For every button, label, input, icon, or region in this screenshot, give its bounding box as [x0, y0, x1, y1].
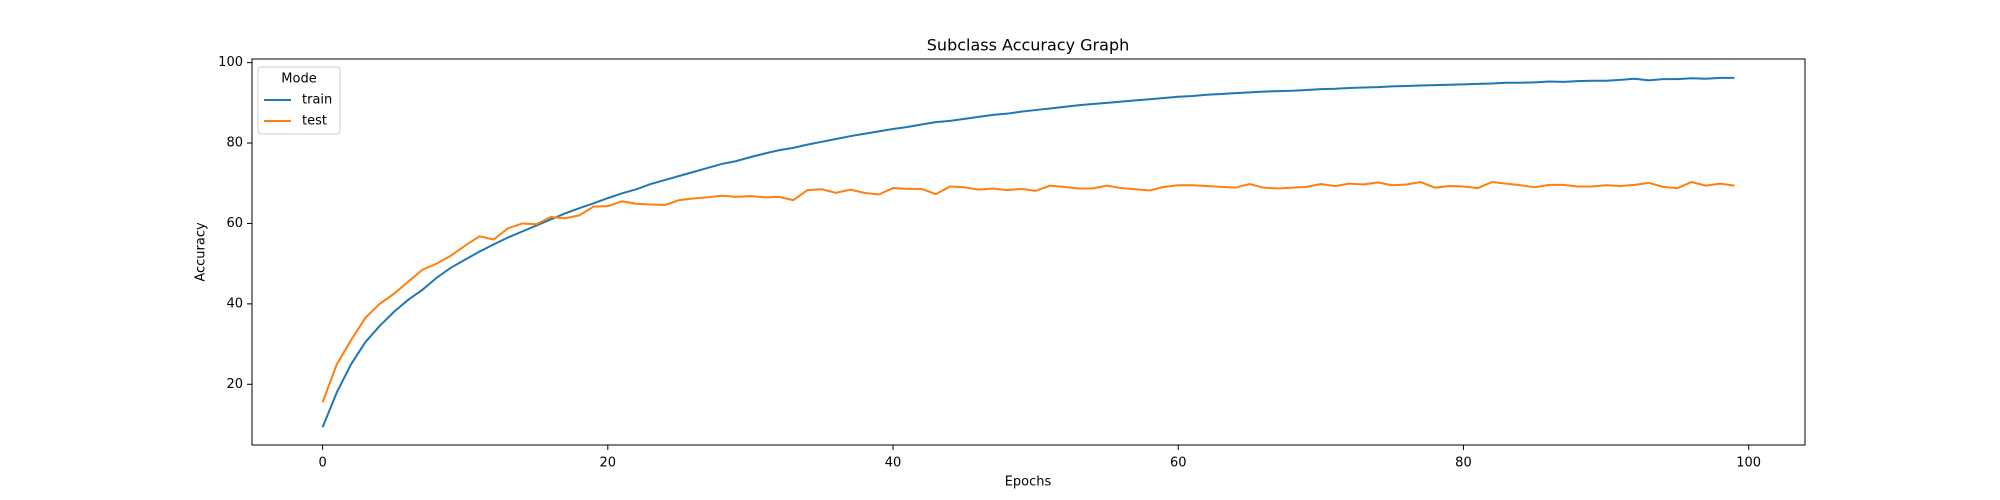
x-axis-label: Epochs — [1005, 475, 1052, 490]
legend-title: Mode — [281, 72, 316, 87]
x-tick-label: 60 — [1170, 456, 1187, 471]
y-tick-label: 20 — [226, 377, 243, 392]
y-tick-label: 60 — [226, 216, 243, 231]
legend-label: test — [302, 114, 327, 129]
y-tick-label: 80 — [226, 136, 243, 151]
x-tick-label: 100 — [1736, 456, 1761, 471]
x-tick-label: 80 — [1455, 456, 1472, 471]
series-line — [321, 180, 1735, 403]
legend-label: train — [302, 93, 332, 108]
x-tick-label: 20 — [600, 456, 617, 471]
legend-box — [257, 66, 341, 135]
x-tick-label: 0 — [318, 456, 326, 471]
series-line — [321, 76, 1735, 428]
plot-frame — [251, 58, 1806, 446]
y-tick-label: 100 — [218, 55, 243, 70]
x-tick-label: 40 — [885, 456, 902, 471]
y-tick-label: 40 — [226, 296, 243, 311]
y-axis-label: Accuracy — [194, 222, 209, 282]
chart-title: Subclass Accuracy Graph — [927, 36, 1129, 55]
